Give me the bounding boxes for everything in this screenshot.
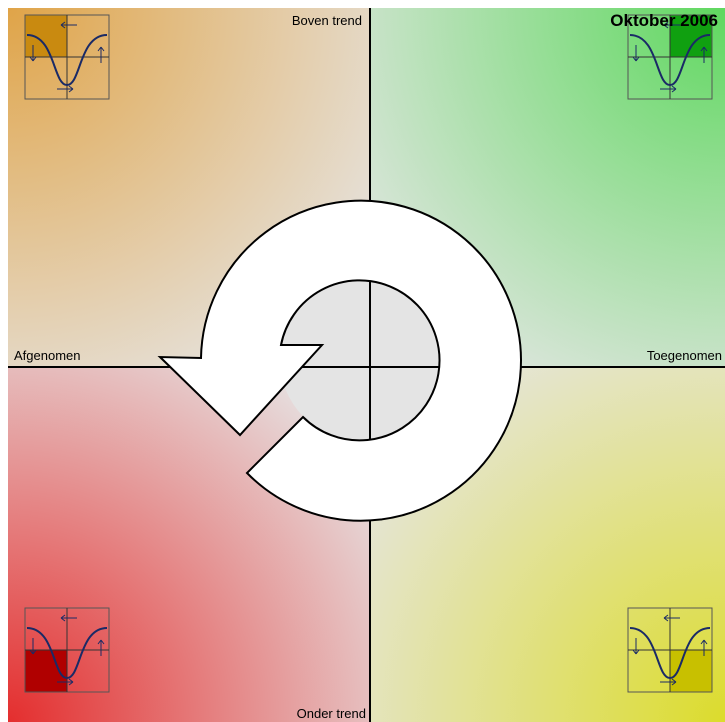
label-right: Toegenomen — [647, 348, 722, 363]
center-circle — [280, 280, 440, 440]
label-left: Afgenomen — [14, 348, 81, 363]
title: Oktober 2006 — [610, 11, 718, 30]
icon-top-left — [24, 14, 110, 100]
icon-top-right — [627, 14, 713, 100]
icon-bottom-left — [24, 607, 110, 693]
label-bottom: Onder trend — [297, 706, 366, 721]
label-top: Boven trend — [292, 13, 362, 28]
icon-bottom-right — [627, 607, 713, 693]
cycle-arrow — [157, 199, 522, 522]
